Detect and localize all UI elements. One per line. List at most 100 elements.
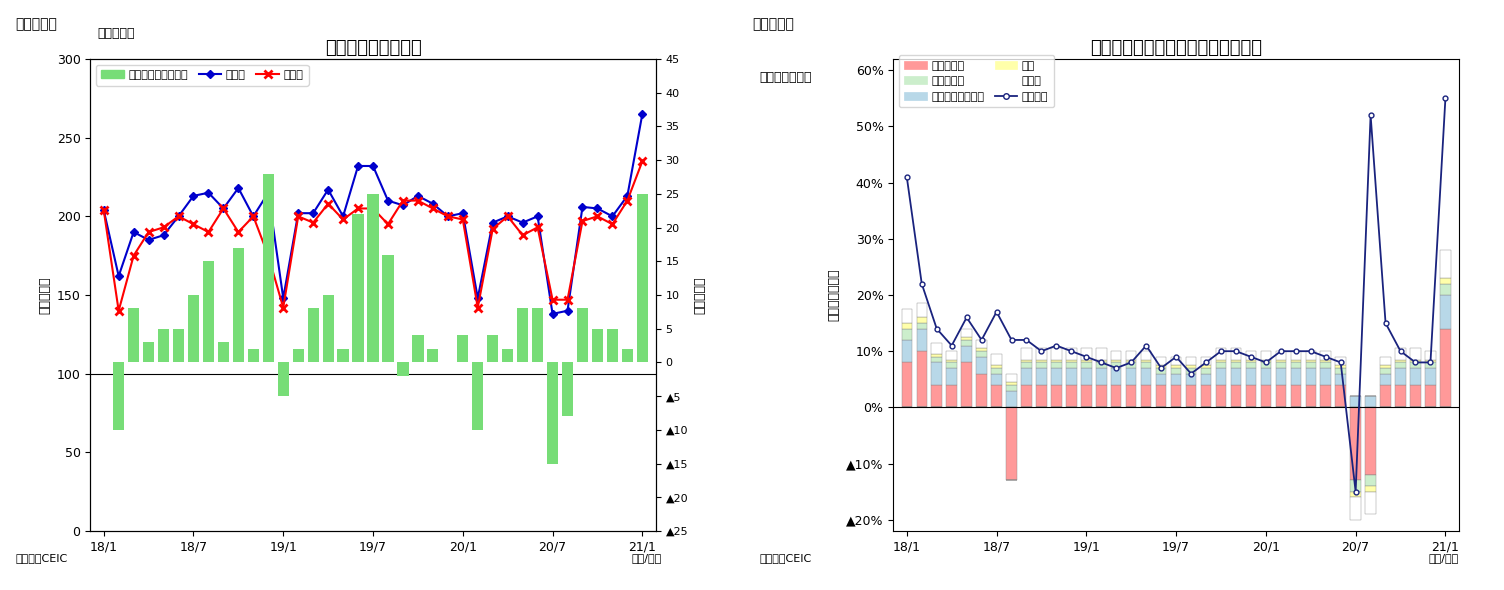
輸出額 bbox=[543, 310, 561, 317]
Bar bbox=[502, 349, 513, 362]
Bar bbox=[278, 362, 289, 396]
Bar bbox=[307, 309, 319, 362]
Bar bbox=[367, 194, 379, 362]
輸入額 bbox=[513, 232, 531, 239]
輸入額 bbox=[334, 216, 352, 223]
輸出額 bbox=[125, 228, 143, 235]
Bar bbox=[1396, 368, 1406, 385]
Bar bbox=[1366, 475, 1376, 486]
Bar bbox=[1142, 351, 1152, 360]
Bar bbox=[1245, 385, 1256, 407]
Bar bbox=[1245, 351, 1256, 360]
Bar bbox=[1126, 360, 1137, 362]
輸入額 bbox=[439, 213, 457, 220]
Bar bbox=[1142, 385, 1152, 407]
Bar bbox=[606, 329, 618, 362]
輸入額 bbox=[633, 158, 651, 165]
Bar bbox=[1172, 357, 1181, 365]
Bar bbox=[1200, 365, 1211, 368]
Text: （年/月）: （年/月） bbox=[632, 553, 662, 563]
輸入額 bbox=[215, 205, 233, 212]
Y-axis label: （億ドル）: （億ドル） bbox=[38, 276, 51, 314]
Bar bbox=[901, 362, 911, 407]
Title: ベトナム　輸出の伸び率（品目別）: ベトナム 輸出の伸び率（品目別） bbox=[1090, 40, 1262, 57]
Bar bbox=[1111, 368, 1122, 385]
Bar bbox=[901, 340, 911, 362]
Bar bbox=[1096, 368, 1107, 385]
Text: （図表４）: （図表４） bbox=[752, 18, 794, 32]
Bar bbox=[203, 261, 214, 362]
輸出額 bbox=[110, 273, 128, 280]
輸出額 bbox=[95, 206, 113, 214]
輸出額 bbox=[289, 209, 307, 217]
Bar bbox=[976, 348, 987, 351]
輸入額 bbox=[185, 221, 203, 228]
輸出額 bbox=[513, 219, 531, 226]
輸出額 bbox=[274, 294, 292, 301]
輸出額 bbox=[439, 213, 457, 220]
Bar bbox=[1126, 368, 1137, 385]
Bar bbox=[1351, 407, 1361, 480]
Bar bbox=[1426, 351, 1436, 360]
Bar bbox=[1215, 368, 1226, 385]
輸入額 bbox=[618, 197, 636, 204]
Bar bbox=[1381, 373, 1391, 385]
Bar bbox=[1245, 362, 1256, 368]
Bar bbox=[1260, 360, 1271, 362]
Bar bbox=[1426, 368, 1436, 385]
Bar bbox=[931, 354, 942, 357]
Bar bbox=[1111, 351, 1122, 360]
Bar bbox=[1051, 368, 1062, 385]
輸出額 bbox=[185, 192, 203, 199]
輸出額 bbox=[229, 185, 247, 192]
Bar bbox=[1351, 396, 1361, 407]
Bar bbox=[1366, 396, 1376, 407]
Bar bbox=[1366, 486, 1376, 491]
Bar bbox=[1036, 362, 1047, 368]
Bar bbox=[218, 342, 229, 362]
Bar bbox=[1275, 385, 1286, 407]
Bar bbox=[1441, 329, 1451, 407]
Bar bbox=[1381, 365, 1391, 368]
Bar bbox=[1260, 385, 1271, 407]
Bar bbox=[1185, 373, 1196, 385]
Bar bbox=[636, 194, 648, 362]
Bar bbox=[248, 349, 259, 362]
Bar bbox=[1321, 360, 1331, 362]
Bar bbox=[337, 349, 349, 362]
Bar bbox=[916, 329, 926, 351]
輸入額 bbox=[304, 219, 322, 226]
Bar bbox=[382, 254, 394, 362]
Bar bbox=[1172, 385, 1181, 407]
Bar bbox=[1021, 360, 1032, 362]
Bar bbox=[1066, 348, 1077, 360]
輸入額 bbox=[200, 228, 218, 235]
輸出額 bbox=[200, 189, 218, 196]
Text: （年/月）: （年/月） bbox=[1429, 553, 1459, 563]
Bar bbox=[1351, 497, 1361, 520]
Bar bbox=[916, 323, 926, 329]
Bar bbox=[1305, 351, 1316, 360]
Bar bbox=[1441, 278, 1451, 284]
輸入額 bbox=[394, 197, 412, 204]
Bar bbox=[1185, 368, 1196, 373]
Bar bbox=[1305, 385, 1316, 407]
Bar bbox=[1336, 368, 1346, 373]
Bar bbox=[1305, 360, 1316, 362]
Bar bbox=[593, 329, 603, 362]
輸入額 bbox=[499, 213, 517, 220]
輸入額 bbox=[573, 218, 591, 225]
Bar bbox=[517, 309, 528, 362]
Bar bbox=[1381, 385, 1391, 407]
Bar bbox=[1336, 373, 1346, 385]
輸入額 bbox=[379, 221, 397, 228]
Bar bbox=[1172, 373, 1181, 385]
輸入額 bbox=[469, 304, 487, 311]
Bar bbox=[1321, 351, 1331, 360]
Bar bbox=[1321, 362, 1331, 368]
輸入額 bbox=[125, 252, 143, 259]
Bar bbox=[1411, 385, 1421, 407]
Line: 輸入額: 輸入額 bbox=[99, 157, 647, 315]
Bar bbox=[113, 362, 125, 430]
Bar bbox=[1230, 360, 1241, 362]
